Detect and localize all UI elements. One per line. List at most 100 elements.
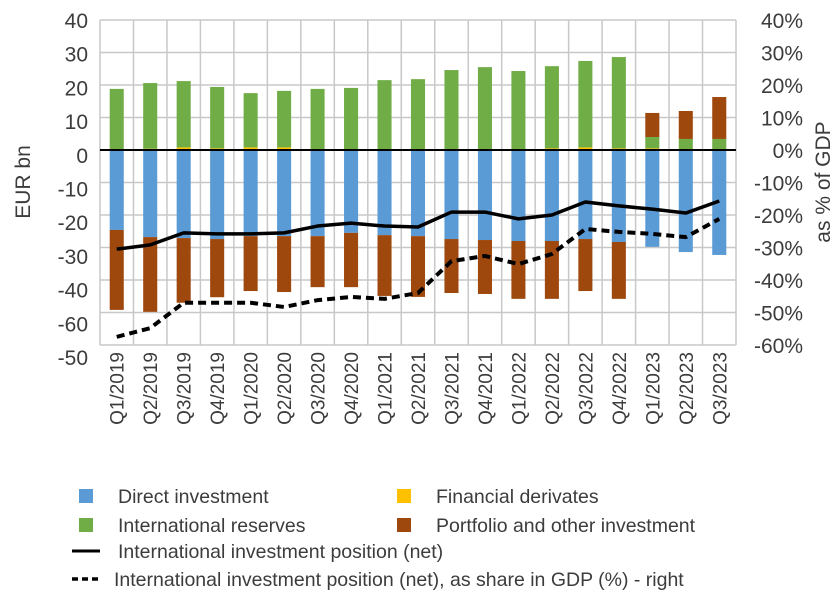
- legend-item-iip-gdp: International investment position (net),…: [72, 569, 684, 591]
- x-axis-ticks: Q1/2019 Q2/2019 Q3/2019 Q4/2019 Q1/2020 Q2/20…: [108, 352, 732, 425]
- legend-label: Portfolio and other investment: [436, 515, 696, 537]
- bar-portfolio-and-other-investment: [243, 236, 258, 292]
- bar-direct-investment: [243, 150, 258, 237]
- bar-portfolio-and-other-investment: [143, 237, 158, 312]
- bar-direct-investment: [477, 150, 492, 241]
- bars: [109, 57, 727, 312]
- bar-direct-investment: [578, 150, 593, 240]
- x-tick-label: Q3/2022: [576, 352, 597, 425]
- bar-portfolio-and-other-investment: [377, 235, 392, 296]
- bar-portfolio-and-other-investment: [611, 241, 626, 299]
- bar-direct-investment: [143, 150, 158, 238]
- bar-international-reserves: [645, 137, 660, 149]
- bar-direct-investment: [544, 150, 559, 241]
- left-tick-label: 10: [65, 111, 88, 134]
- bar-portfolio-and-other-investment: [578, 239, 593, 292]
- bar-international-reserves: [511, 71, 526, 150]
- bar-international-reserves: [344, 87, 359, 150]
- bar-direct-investment: [511, 150, 526, 241]
- bar-portfolio-and-other-investment: [511, 241, 526, 299]
- right-tick-label: -30%: [754, 238, 803, 261]
- bar-direct-investment: [410, 150, 426, 237]
- left-tick-label: -60: [58, 313, 88, 336]
- x-tick-label: Q2/2023: [677, 352, 698, 425]
- legend-swatch: [397, 518, 411, 532]
- left-tick-label: -50: [58, 347, 88, 370]
- bar-international-reserves: [611, 57, 626, 149]
- legend-item-direct-investment: Direct investment: [79, 486, 269, 508]
- gridlines: [99, 19, 737, 346]
- bar-financial-derivates: [277, 147, 292, 150]
- bar-international-reserves: [410, 79, 426, 150]
- bar-portfolio-and-other-investment: [210, 239, 225, 298]
- bar-direct-investment: [109, 150, 124, 230]
- right-tick-label: 0%: [773, 140, 803, 163]
- left-tick-label: 30: [65, 44, 88, 67]
- x-tick-label: Q3/2020: [309, 352, 330, 425]
- legend-item-financial-derivates: Financial derivates: [397, 486, 599, 508]
- legend-item-portfolio-other: Portfolio and other investment: [397, 515, 696, 537]
- legend-label: Direct investment: [118, 486, 269, 508]
- x-tick-label: Q4/2019: [208, 352, 229, 425]
- x-tick-label: Q1/2019: [108, 352, 129, 425]
- left-tick-label: -30: [58, 246, 88, 269]
- bar-international-reserves: [277, 90, 292, 148]
- x-tick-label: Q4/2020: [342, 352, 363, 425]
- left-axis-ticks: 40 30 20 10 0 -10 -20 -30 -40 -60 -50: [58, 10, 88, 370]
- bar-direct-investment: [645, 150, 660, 247]
- bar-direct-investment: [344, 150, 359, 233]
- right-axis-ticks: 40% 30% 20% 10% 0% -10% -20% -30% -40% -50% -60%: [754, 10, 803, 358]
- bar-international-reserves: [544, 66, 559, 149]
- x-tick-label: Q1/2020: [242, 352, 263, 425]
- x-tick-label: Q2/2020: [275, 352, 296, 425]
- bar-portfolio-and-other-investment: [712, 97, 727, 139]
- bar-portfolio-and-other-investment: [310, 236, 325, 288]
- legend-label: International investment position (net),…: [114, 569, 684, 591]
- right-tick-label: 20%: [761, 75, 803, 98]
- bar-international-reserves: [578, 60, 593, 148]
- bar-portfolio-and-other-investment: [109, 229, 124, 310]
- x-tick-label: Q1/2023: [643, 352, 664, 425]
- left-tick-label: -40: [58, 280, 88, 303]
- bar-financial-derivates: [578, 147, 593, 150]
- bar-direct-investment: [310, 150, 325, 237]
- right-tick-label: -40%: [754, 270, 803, 293]
- bar-international-reserves: [712, 138, 727, 150]
- bar-direct-investment: [176, 150, 191, 239]
- bar-portfolio-and-other-investment: [277, 236, 292, 293]
- legend-swatch: [79, 489, 93, 503]
- bar-portfolio-and-other-investment: [410, 236, 426, 297]
- x-tick-label: Q3/2021: [442, 352, 463, 425]
- left-tick-label: 40: [65, 10, 88, 33]
- legend-label: International investment position (net): [118, 541, 443, 563]
- right-tick-label: 30%: [761, 43, 803, 66]
- left-tick-label: 20: [65, 77, 88, 100]
- bar-direct-investment: [377, 150, 392, 236]
- x-tick-label: Q2/2022: [543, 352, 564, 425]
- left-tick-label: -20: [58, 212, 88, 235]
- bar-direct-investment: [277, 150, 292, 237]
- right-tick-label: -20%: [754, 205, 803, 228]
- bar-international-reserves: [176, 81, 191, 148]
- right-tick-label: -60%: [754, 335, 803, 358]
- bar-international-reserves: [377, 80, 392, 150]
- bar-portfolio-and-other-investment: [678, 111, 693, 139]
- bar-international-reserves: [444, 70, 459, 150]
- legend-swatch: [79, 518, 93, 532]
- bar-international-reserves: [477, 67, 492, 150]
- legend: Direct investment Financial derivates In…: [72, 486, 696, 591]
- right-axis-label: as % of GDP: [812, 121, 835, 242]
- x-tick-label: Q2/2019: [141, 352, 162, 425]
- bar-direct-investment: [678, 150, 693, 253]
- bar-portfolio-and-other-investment: [176, 238, 191, 303]
- bar-direct-investment: [210, 150, 225, 240]
- right-tick-label: -50%: [754, 303, 803, 326]
- iip-gdp-share-line: [116, 217, 721, 339]
- x-tick-label: Q3/2023: [710, 352, 731, 425]
- x-tick-label: Q1/2021: [376, 352, 397, 425]
- x-tick-label: Q4/2021: [476, 352, 497, 425]
- x-tick-label: Q3/2019: [175, 352, 196, 425]
- left-axis-label: EUR bn: [12, 145, 35, 219]
- x-tick-label: Q2/2021: [409, 352, 430, 425]
